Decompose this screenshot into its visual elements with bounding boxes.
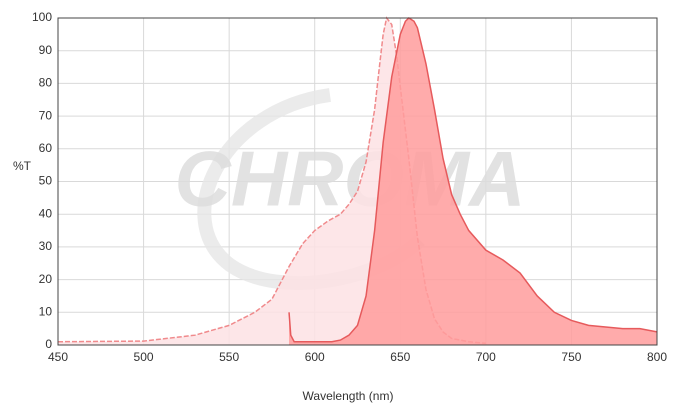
- area-fill: [289, 18, 657, 345]
- x-tick-label: 600: [305, 350, 325, 364]
- x-axis-label: Wavelength (nm): [303, 389, 394, 403]
- y-tick-label: 0: [45, 337, 52, 351]
- x-tick-label: 800: [647, 350, 667, 364]
- x-tick-label: 550: [219, 350, 239, 364]
- y-tick-label: 90: [39, 43, 53, 57]
- x-tick-label: 450: [48, 350, 68, 364]
- y-tick-label: 70: [39, 108, 53, 122]
- y-tick-label: 100: [32, 10, 52, 24]
- y-tick-label: 80: [39, 76, 53, 90]
- y-tick-label: 20: [39, 272, 53, 286]
- y-axis-label: %T: [13, 159, 32, 173]
- x-tick-label: 650: [390, 350, 410, 364]
- x-tick-label: 750: [561, 350, 581, 364]
- x-tick-label: 700: [476, 350, 496, 364]
- plot-frame: [57, 17, 658, 346]
- y-tick-label: 60: [39, 141, 53, 155]
- y-tick-label: 10: [39, 304, 53, 318]
- spectrum-line: [288, 17, 658, 343]
- y-tick-label: 40: [39, 206, 53, 220]
- y-tick-label: 30: [39, 239, 53, 253]
- y-tick-label: 50: [39, 174, 53, 188]
- x-tick-label: 500: [134, 350, 154, 364]
